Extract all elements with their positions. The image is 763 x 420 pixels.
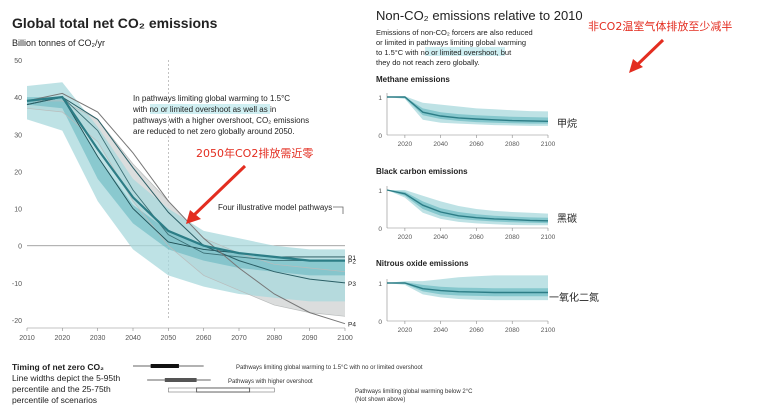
x-tick-label: 2030 xyxy=(90,335,106,342)
pathways-label: Four illustrative model pathways xyxy=(218,203,332,212)
x-tick-label: 2010 xyxy=(19,335,35,342)
timing-row-3-note: (Not shown above) xyxy=(355,397,405,403)
right-panels-area: 1 0 2020 2040 2060 2080 2100 1 0 2020 2040 2060 2080… xyxy=(378,93,556,334)
panel-y-tick-label: 0 xyxy=(378,319,382,326)
panel-median-line xyxy=(386,189,549,222)
timing-bar-inner xyxy=(164,378,197,382)
y-tick-label: 40 xyxy=(14,95,22,102)
annotation-line-3: pathways with a higher overshoot, CO₂ em… xyxy=(133,116,309,125)
timing-row-2-label: Pathways with higher overshoot xyxy=(228,379,313,385)
timing-desc-3: percentile of scenarios xyxy=(12,395,97,405)
timing-bars xyxy=(133,364,275,393)
median-line xyxy=(26,95,345,262)
y-tick-label: -20 xyxy=(12,318,22,325)
panel-x-tick-label: 2040 xyxy=(433,141,448,148)
pathway-line-p1 xyxy=(26,96,345,258)
panel-x-tick-label: 2100 xyxy=(541,327,556,334)
panel-3: 1 0 2020 2040 2060 2080 2100 xyxy=(378,275,556,334)
pathways-bracket xyxy=(333,206,344,214)
nitrous-oxide-cn-label: 一氧化二氮 xyxy=(549,291,599,304)
timing-desc-2: percentile and the 25-75th xyxy=(12,384,111,394)
y-tick-label: -10 xyxy=(12,281,22,288)
left-annotation: In pathways limiting global warming to 1… xyxy=(132,94,309,136)
pathway-label-p4: P4 xyxy=(348,322,356,329)
y-tick-label: 0 xyxy=(18,244,22,251)
left-chart-title: Global total net CO₂ emissions xyxy=(12,15,218,31)
x-tick-label: 2090 xyxy=(302,335,318,342)
timing-bar-inner xyxy=(196,387,251,393)
y-tick-label: 10 xyxy=(14,207,22,214)
panel-x-tick-label: 2100 xyxy=(541,234,556,241)
panel-x-tick-label: 2080 xyxy=(505,327,520,334)
x-tick-label: 2080 xyxy=(267,335,283,342)
right-chart-title: Non-CO₂ emissions relative to 2010 xyxy=(376,8,583,23)
x-tick-label: 2050 xyxy=(161,335,177,342)
right-subtitle-1: Emissions of non-CO₂ forcers are also re… xyxy=(376,28,533,37)
panel-2: 1 0 2020 2040 2060 2080 2100 xyxy=(378,186,556,241)
pathway-label-p2: P2 xyxy=(348,259,356,266)
red-arrow-right-icon xyxy=(629,38,665,73)
nitrous-oxide-title: Nitrous oxide emissions xyxy=(376,259,469,268)
timing-row-3-label: Pathways limiting global warming below 2… xyxy=(355,389,473,395)
panel-y-tick-label: 1 xyxy=(378,188,382,195)
panel-inner-band xyxy=(387,97,548,124)
pathway-label-p3: P3 xyxy=(348,281,356,288)
panel-x-tick-label: 2080 xyxy=(505,141,520,148)
right-subtitle-2: or limited in pathways limiting global w… xyxy=(376,38,526,47)
right-highlight xyxy=(425,47,505,56)
timing-desc-1: Line widths depict the 5-95th xyxy=(12,373,120,383)
pathway-label-p1: P1 xyxy=(348,255,356,262)
black-carbon-cn-label: 黑碳 xyxy=(557,212,577,225)
panel-x-tick-label: 2060 xyxy=(469,327,484,334)
pathway-line-p4 xyxy=(26,92,346,325)
x-tick-label: 2060 xyxy=(196,335,212,342)
right-subtitle-3: to 1.5°C with no or limited overshoot, b… xyxy=(376,48,512,57)
panel-y-tick-label: 1 xyxy=(378,281,382,288)
y-tick-label: 50 xyxy=(14,58,22,65)
panel-y-tick-label: 1 xyxy=(378,95,382,102)
panel-x-tick-label: 2100 xyxy=(541,141,556,148)
panel-x-tick-label: 2060 xyxy=(469,141,484,148)
panel-x-tick-label: 2020 xyxy=(398,234,413,241)
panel-x-tick-label: 2080 xyxy=(505,234,520,241)
panel-x-tick-label: 2040 xyxy=(433,327,448,334)
left-y-axis-label: Billion tonnes of CO₂/yr xyxy=(12,38,105,48)
annotation-line-1: In pathways limiting global warming to 1… xyxy=(133,94,290,103)
outer-range-band xyxy=(27,82,345,302)
pathway-line-p3 xyxy=(26,96,346,284)
panel-y-tick-label: 0 xyxy=(378,226,382,233)
annotation-highlight xyxy=(150,104,270,114)
red-annotation-right: 非CO2温室气体排放至少减半 xyxy=(588,19,732,33)
red-annotation-left: 2050年CO2排放需近零 xyxy=(196,146,313,160)
timing-title: Timing of net zero CO₂ xyxy=(12,362,104,372)
x-tick-label: 2100 xyxy=(337,335,353,342)
methane-title: Methane emissions xyxy=(376,75,450,84)
annotation-line-2: with no or limited overshoot as well as … xyxy=(132,105,276,114)
x-tick-label: 2040 xyxy=(125,335,141,342)
timing-bar-inner xyxy=(150,364,179,368)
panel-1: 1 0 2020 2040 2060 2080 2100 xyxy=(378,93,556,148)
methane-cn-label: 甲烷 xyxy=(557,117,577,130)
red-arrow-left-icon xyxy=(186,164,247,224)
panel-median-line xyxy=(387,282,548,294)
right-subtitle-4: they do not reach zero globally. xyxy=(376,58,480,67)
x-tick-label: 2020 xyxy=(55,335,71,342)
pathway-line-p2 xyxy=(26,96,345,262)
inner-range-band xyxy=(27,97,345,276)
y-tick-label: 20 xyxy=(14,169,22,176)
x-tick-label: 2070 xyxy=(231,335,247,342)
panel-y-tick-label: 0 xyxy=(378,133,382,140)
timing-row-1-label: Pathways limiting global warming to 1.5°… xyxy=(236,365,423,371)
panel-median-line xyxy=(387,96,549,122)
panel-x-tick-label: 2020 xyxy=(398,141,413,148)
black-carbon-title: Black carbon emissions xyxy=(376,167,468,176)
annotation-line-4: are reduced to net zero globally around … xyxy=(133,127,294,136)
panel-x-tick-label: 2040 xyxy=(433,234,448,241)
panel-x-tick-label: 2060 xyxy=(469,234,484,241)
y-tick-label: 30 xyxy=(14,132,22,139)
panel-x-tick-label: 2020 xyxy=(398,327,413,334)
